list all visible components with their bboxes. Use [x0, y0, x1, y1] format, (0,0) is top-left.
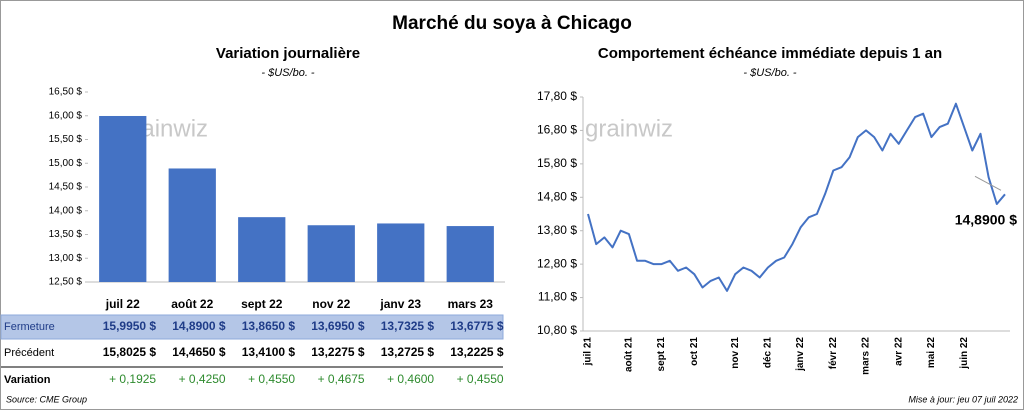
bar — [99, 115, 147, 282]
row-label: Variation — [4, 374, 51, 386]
row-label: Précédent — [4, 347, 54, 359]
y-tick-label: 13,80 $ — [537, 223, 577, 237]
table-cell: + 0,4600 — [387, 372, 434, 386]
y-tick-label: 14,80 $ — [537, 189, 577, 203]
table-cell: 14,4650 $ — [172, 345, 226, 359]
y-tick-label: 12,80 $ — [537, 256, 577, 270]
bar-title: Variation journalière — [216, 45, 360, 62]
x-tick-label: févr 22 — [828, 337, 839, 370]
bar — [307, 225, 355, 282]
y-tick-label: 12,50 $ — [49, 277, 83, 288]
x-tick-label: déc 21 — [763, 337, 774, 369]
updated: Mise à jour: jeu 07 juil 2022 — [908, 394, 1018, 404]
table-cell: + 0,4550 — [248, 372, 295, 386]
y-tick-label: 14,00 $ — [49, 205, 83, 216]
y-tick-label: 13,00 $ — [49, 253, 83, 264]
x-tick-label: août 22 — [171, 297, 213, 311]
table-cell: 13,2725 $ — [381, 345, 435, 359]
table-cell: 13,8650 $ — [242, 319, 296, 333]
x-tick-label: sept 21 — [656, 337, 667, 372]
y-tick-label: 15,50 $ — [49, 134, 83, 145]
x-tick-label: mars 22 — [861, 337, 872, 375]
x-tick-label: mars 23 — [448, 297, 494, 311]
x-tick-label: juil 21 — [583, 337, 594, 367]
watermark: grainwiz — [585, 115, 673, 142]
table-cell: + 0,4550 — [457, 372, 504, 386]
x-tick-label: janv 23 — [379, 297, 421, 311]
table-cell: 13,6950 $ — [311, 319, 365, 333]
row-label: Fermeture — [4, 321, 55, 333]
source: Source: CME Group — [6, 394, 87, 404]
x-tick-label: juil 22 — [105, 297, 140, 311]
bar — [446, 226, 494, 282]
y-tick-label: 15,00 $ — [49, 158, 83, 169]
table-cell: 13,2275 $ — [311, 345, 365, 359]
line-title: Comportement échéance immédiate depuis 1… — [598, 45, 942, 62]
bar — [377, 223, 425, 282]
annotation: 14,8900 $ — [955, 212, 1017, 228]
y-tick-label: 10,80 $ — [537, 323, 577, 337]
y-tick-label: 16,50 $ — [49, 87, 83, 98]
table-cell: 13,2225 $ — [450, 345, 504, 359]
table-cell: 14,8900 $ — [172, 319, 226, 333]
y-tick-label: 15,80 $ — [537, 156, 577, 170]
y-tick-label: 14,50 $ — [49, 182, 83, 193]
annotation-leader — [974, 175, 1002, 191]
table-cell: 13,7325 $ — [381, 319, 435, 333]
table-cell: + 0,4675 — [318, 372, 365, 386]
table-cell: 13,6775 $ — [450, 319, 504, 333]
x-tick-label: avr 22 — [893, 337, 904, 366]
x-tick-label: janv 22 — [795, 337, 806, 372]
x-tick-label: mai 22 — [926, 337, 937, 369]
table-cell: 15,8025 $ — [103, 345, 157, 359]
y-tick-label: 13,50 $ — [49, 229, 83, 240]
x-tick-label: oct 21 — [689, 337, 700, 366]
price-line — [587, 102, 1006, 292]
table-cell: + 0,4250 — [179, 372, 226, 386]
y-tick-label: 16,00 $ — [49, 110, 83, 121]
y-tick-label: 16,80 $ — [537, 123, 577, 137]
bar — [238, 217, 286, 282]
x-tick-label: août 21 — [624, 337, 635, 372]
x-tick-label: nov 22 — [312, 297, 350, 311]
y-tick-label: 11,80 $ — [538, 290, 577, 304]
table-highlight — [0, 314, 504, 340]
table-cell: 13,4100 $ — [242, 345, 296, 359]
x-tick-label: juin 22 — [959, 337, 970, 370]
y-tick-label: 17,80 $ — [537, 89, 577, 103]
bar — [168, 168, 216, 282]
x-tick-label: nov 21 — [730, 337, 741, 369]
x-tick-label: sept 22 — [241, 297, 283, 311]
bar-subtitle: - $US/bo. - — [261, 67, 315, 79]
table-cell: 15,9950 $ — [103, 319, 157, 333]
line-subtitle: - $US/bo. - — [743, 67, 797, 79]
page-title: Marché du soya à Chicago — [392, 13, 632, 34]
table-cell: + 0,1925 — [109, 372, 156, 386]
